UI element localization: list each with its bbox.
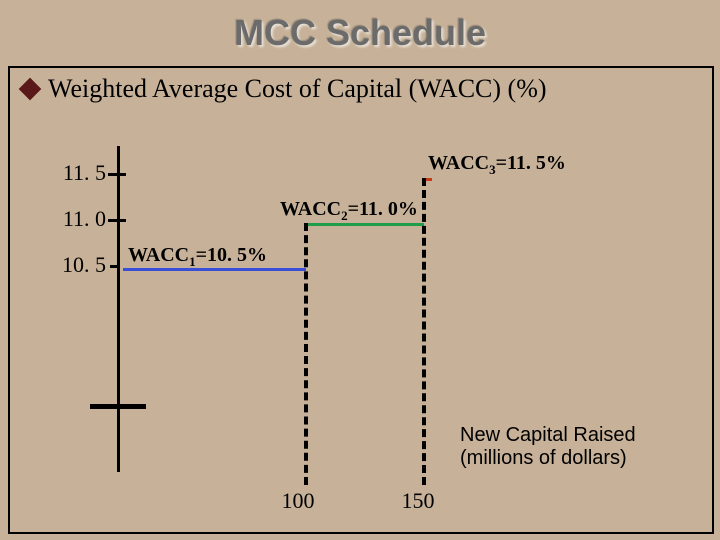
wacc2-label: WACC2=11. 0% <box>280 198 418 224</box>
wacc-suffix: =11. 5% <box>496 152 566 174</box>
y-tick-mark <box>108 173 126 176</box>
mcc-chart: 11. 5 11. 5 11. 0 10. 5 WACC1=10. 5% WAC… <box>10 110 712 530</box>
x-axis-break-bar <box>90 404 146 409</box>
x-axis-title-line: New Capital Raised <box>460 424 636 447</box>
y-tick-label: 11. 5 <box>50 160 106 186</box>
wacc-prefix: WACC <box>128 244 189 266</box>
wacc3-label: WACC3=11. 5% <box>428 152 566 178</box>
x-tick-label: 100 <box>268 488 328 514</box>
wacc-suffix: =10. 5% <box>196 244 267 266</box>
y-tick-mark <box>110 265 120 268</box>
x-axis-title-line: (millions of dollars) <box>460 447 636 470</box>
wacc-prefix: WACC <box>280 198 341 220</box>
wacc1-label: WACC1=10. 5% <box>128 244 267 270</box>
y-tick-label: 10. 5 <box>50 252 106 278</box>
x-axis-title: New Capital Raised (millions of dollars) <box>460 424 636 470</box>
dashed-vertical-100 <box>304 223 308 485</box>
content-box: Weighted Average Cost of Capital (WACC) … <box>8 66 714 534</box>
wacc-prefix: WACC <box>428 152 489 174</box>
y-axis-line <box>117 146 120 472</box>
dashed-vertical-150 <box>422 178 426 485</box>
y-tick-label: 11. 0 <box>50 206 106 232</box>
y-tick-mark <box>108 219 126 222</box>
slide: MCC Schedule Weighted Average Cost of Ca… <box>0 0 720 540</box>
subtitle-row: Weighted Average Cost of Capital (WACC) … <box>10 68 712 104</box>
diamond-bullet-icon <box>19 78 42 101</box>
subtitle: Weighted Average Cost of Capital (WACC) … <box>48 74 547 104</box>
slide-title: MCC Schedule <box>0 0 720 54</box>
x-tick-label: 150 <box>388 488 448 514</box>
wacc-suffix: =11. 0% <box>348 198 418 220</box>
